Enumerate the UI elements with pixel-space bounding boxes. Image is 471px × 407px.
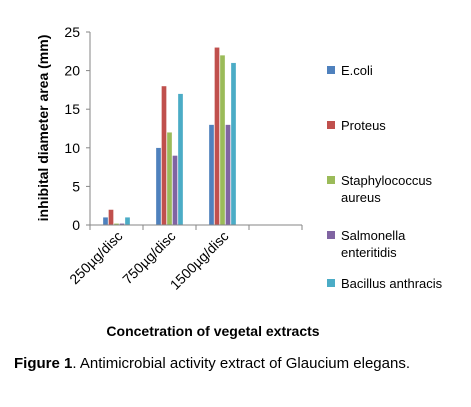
bar xyxy=(155,147,162,226)
y-axis-title: inhibital diameter area (mm) xyxy=(35,35,51,222)
legend-label-line: Staphylococcus xyxy=(341,173,433,188)
legend-swatch xyxy=(327,279,335,287)
legend-label: E.coli xyxy=(341,63,373,78)
bar xyxy=(219,55,226,226)
x-axis-title: Concetration of vegetal extracts xyxy=(106,323,319,339)
legend-label-line: enteritidis xyxy=(341,245,397,260)
legend-label: Proteus xyxy=(341,118,386,133)
legend-label-line: E.coli xyxy=(341,63,373,78)
bar xyxy=(230,62,237,226)
legend-label: Staphylococcus aureus xyxy=(341,173,433,205)
bar-chart: inhibital diameter area (mm) Concetratio… xyxy=(35,24,443,339)
y-tick-label: 25 xyxy=(64,24,80,40)
bar xyxy=(172,155,178,226)
bar xyxy=(214,47,220,226)
legend-label-line: Bacillus anthracis xyxy=(341,276,443,291)
bar xyxy=(102,217,109,226)
bar xyxy=(208,124,215,226)
y-axis-ticks: 0 5 10 15 20 25 xyxy=(64,24,90,233)
legend-label: Salmonella enteritidis xyxy=(341,228,406,260)
y-tick-label: 15 xyxy=(64,101,80,117)
y-tick-label: 5 xyxy=(72,178,80,194)
bar xyxy=(124,217,131,226)
x-tick-label: 250µg/disc xyxy=(66,228,125,287)
legend-swatch xyxy=(327,231,335,239)
bar xyxy=(108,209,114,226)
legend-swatch xyxy=(327,121,335,129)
bars xyxy=(102,47,237,226)
legend-label-line: aureus xyxy=(341,190,381,205)
legend-label: Bacillus anthracis xyxy=(341,276,443,291)
figure-caption-text: . Antimicrobial activity extract of Glau… xyxy=(72,355,410,372)
y-tick-label: 10 xyxy=(64,140,80,156)
legend-label-line: Salmonella xyxy=(341,228,406,243)
bar xyxy=(177,93,184,226)
bar xyxy=(225,124,231,226)
legend-swatch xyxy=(327,176,335,184)
y-tick-label: 0 xyxy=(72,217,80,233)
legend-swatch xyxy=(327,66,335,74)
y-tick-label: 20 xyxy=(64,63,80,79)
bar xyxy=(161,85,167,226)
figure-label: Figure 1 xyxy=(14,355,73,372)
figure-caption: Figure 1. Antimicrobial activity extract… xyxy=(14,354,454,373)
legend: E.coli Proteus Staphylococcus aureus Salmone… xyxy=(327,63,443,291)
legend-label-line: Proteus xyxy=(341,118,386,133)
bar xyxy=(166,132,173,226)
